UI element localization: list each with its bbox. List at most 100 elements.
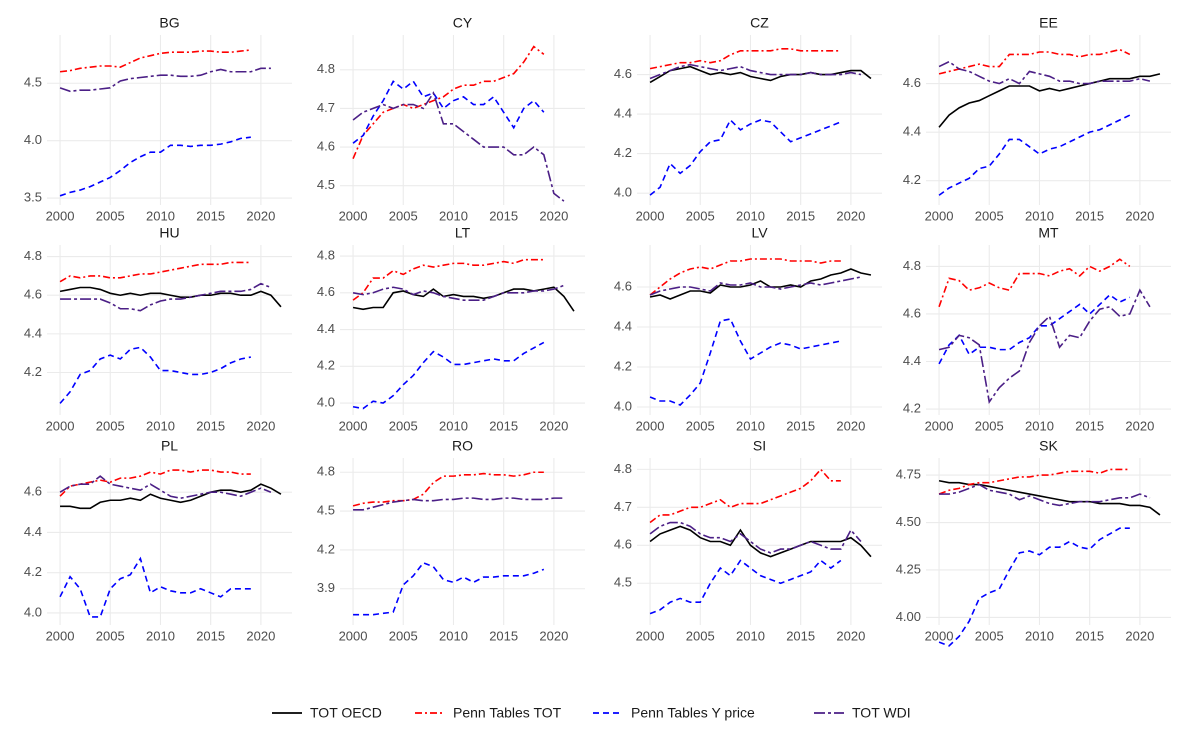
series-line (649, 318, 841, 406)
x-tick-label: 2000 (339, 418, 368, 433)
legend-label: TOT OECD (310, 705, 382, 721)
x-tick-label: 2020 (539, 628, 568, 643)
y-tick-label: 4.4 (24, 524, 42, 539)
series-line (59, 261, 251, 283)
series-line (938, 114, 1131, 196)
x-tick-label: 2000 (339, 208, 368, 223)
x-tick-label: 2005 (389, 418, 418, 433)
series-line (59, 475, 272, 500)
x-tick-label: 2005 (975, 418, 1004, 433)
legend-label: Penn Tables TOT (453, 705, 562, 721)
y-tick-label: 4.0 (24, 604, 42, 619)
y-tick-label: 4.5 (24, 75, 42, 90)
x-tick-label: 2015 (786, 628, 815, 643)
x-tick-label: 2000 (46, 628, 75, 643)
x-tick-label: 2010 (439, 208, 468, 223)
x-tick-label: 2010 (736, 628, 765, 643)
series-line (938, 293, 1131, 365)
panel-title: MT (1038, 225, 1059, 241)
legend-label: TOT WDI (852, 705, 911, 721)
y-tick-label: 4.6 (614, 278, 632, 293)
x-tick-label: 2005 (686, 628, 715, 643)
x-tick-label: 2020 (836, 208, 865, 223)
y-tick-label: 4.4 (614, 106, 632, 121)
y-tick-label: 4.6 (903, 305, 921, 320)
y-tick-label: 4.5 (317, 177, 335, 192)
y-tick-label: 3.5 (24, 190, 42, 205)
x-tick-label: 2015 (489, 418, 518, 433)
x-tick-label: 2005 (975, 208, 1004, 223)
series-line (352, 286, 575, 312)
panel-title: BG (159, 15, 179, 31)
series-line (59, 346, 251, 404)
y-tick-label: 4.2 (317, 541, 335, 556)
y-tick-label: 4.4 (903, 353, 921, 368)
x-tick-label: 2000 (46, 418, 75, 433)
x-tick-label: 2000 (636, 418, 665, 433)
y-tick-label: 4.7 (614, 499, 632, 514)
series-line (352, 91, 565, 202)
y-tick-label: 4.6 (24, 484, 42, 499)
legend-label: Penn Tables Y price (631, 705, 755, 721)
x-tick-label: 2000 (46, 208, 75, 223)
x-tick-label: 2020 (1125, 628, 1154, 643)
x-tick-label: 2000 (636, 628, 665, 643)
x-tick-label: 2010 (439, 418, 468, 433)
x-tick-label: 2020 (1125, 208, 1154, 223)
y-tick-label: 4.50 (896, 514, 921, 529)
y-tick-label: 4.6 (317, 284, 335, 299)
x-tick-label: 2015 (786, 418, 815, 433)
series-line (649, 276, 862, 296)
panel-title: LT (455, 225, 471, 241)
x-tick-label: 2020 (1125, 418, 1154, 433)
x-tick-label: 2010 (146, 628, 175, 643)
panel-title: EE (1039, 15, 1058, 31)
x-tick-label: 2020 (246, 208, 275, 223)
y-tick-label: 4.0 (614, 398, 632, 413)
series-line (938, 479, 1161, 516)
y-tick-label: 4.6 (903, 75, 921, 90)
y-tick-label: 4.8 (317, 61, 335, 76)
x-tick-label: 2010 (146, 208, 175, 223)
x-tick-label: 2010 (736, 418, 765, 433)
series-line (352, 80, 545, 144)
series-line (649, 48, 841, 70)
x-tick-label: 2010 (1025, 208, 1054, 223)
series-line (938, 288, 1151, 404)
x-tick-label: 2015 (196, 418, 225, 433)
y-tick-label: 4.2 (903, 400, 921, 415)
x-tick-label: 2020 (539, 208, 568, 223)
x-tick-label: 2000 (925, 628, 954, 643)
x-tick-label: 2005 (975, 628, 1004, 643)
x-tick-label: 2020 (246, 418, 275, 433)
series-line (59, 286, 282, 308)
x-tick-label: 2000 (925, 208, 954, 223)
x-tick-label: 2015 (1075, 208, 1104, 223)
y-tick-label: 4.8 (317, 247, 335, 262)
y-tick-label: 4.5 (317, 503, 335, 518)
y-tick-label: 4.0 (317, 394, 335, 409)
y-tick-label: 4.8 (317, 464, 335, 479)
x-tick-label: 2000 (925, 418, 954, 433)
panel-title: SI (753, 438, 766, 454)
series-line (352, 258, 544, 301)
y-tick-label: 4.6 (614, 537, 632, 552)
series-line (352, 45, 545, 159)
panel-title: SK (1039, 438, 1058, 454)
x-tick-label: 2005 (96, 628, 125, 643)
panel-title: CY (453, 15, 473, 31)
y-tick-label: 4.75 (896, 467, 921, 482)
series-line (649, 268, 872, 300)
y-tick-label: 4.4 (903, 124, 921, 139)
y-tick-label: 4.8 (24, 248, 42, 263)
series-line (353, 561, 545, 616)
x-tick-label: 2005 (96, 208, 125, 223)
y-tick-label: 4.2 (614, 145, 632, 160)
series-line (60, 282, 272, 312)
series-line (938, 258, 1131, 308)
x-tick-label: 2000 (339, 628, 368, 643)
y-tick-label: 4.2 (317, 358, 335, 373)
series-line (59, 136, 251, 197)
series-line (649, 525, 872, 558)
